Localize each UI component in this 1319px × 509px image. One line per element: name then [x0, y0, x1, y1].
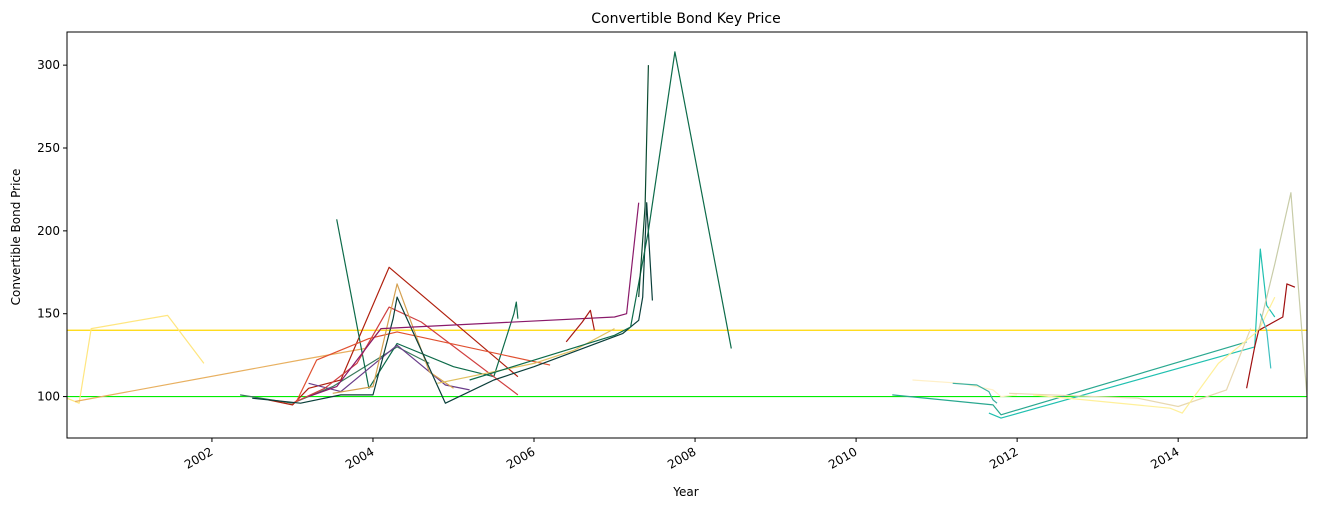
series-lines — [67, 51, 1307, 419]
x-tick-label: 2010 — [826, 444, 859, 471]
series-line-16 — [912, 379, 1018, 398]
y-axis: 100 150 200 250 300 — [37, 58, 67, 404]
x-tick-label: 2006 — [504, 444, 537, 471]
y-axis-title: Convertible Bond Price — [9, 169, 23, 306]
x-axis-title: Year — [672, 485, 698, 499]
series-line-6 — [308, 344, 470, 393]
x-tick-label: 2008 — [665, 444, 698, 471]
y-tick-label: 300 — [37, 58, 60, 72]
y-tick-label: 150 — [37, 307, 60, 321]
series-line-22 — [1246, 283, 1296, 389]
series-line-9 — [332, 283, 454, 394]
x-tick-label: 2002 — [182, 444, 215, 471]
series-line-13 — [437, 328, 615, 384]
y-tick-label: 250 — [37, 141, 60, 155]
x-tick-label: 2004 — [343, 444, 376, 471]
plot-frame — [66, 31, 1308, 439]
series-line-21 — [1033, 296, 1276, 414]
series-line-1 — [67, 314, 205, 404]
series-line-11 — [308, 202, 640, 398]
series-line-5 — [336, 219, 519, 389]
series-line-19 — [988, 248, 1276, 419]
y-tick-label: 100 — [37, 390, 60, 404]
x-axis: 2002 2004 2006 2008 2010 2012 2014 — [182, 438, 1182, 472]
y-tick-label: 200 — [37, 224, 60, 238]
series-line-4 — [268, 266, 519, 406]
series-line-15 — [638, 65, 649, 298]
series-line-20 — [1009, 328, 1252, 408]
x-tick-label: 2014 — [1148, 444, 1181, 471]
series-line-23 — [1258, 192, 1307, 397]
series-line-24 — [1259, 313, 1272, 369]
series-line-3 — [240, 346, 430, 404]
series-line-7 — [292, 306, 519, 404]
series-line-8 — [295, 331, 551, 402]
series-line-12 — [565, 309, 595, 343]
x-tick-label: 2012 — [987, 444, 1020, 471]
series-line-18 — [892, 341, 1247, 416]
chart-title: Convertible Bond Key Price — [591, 11, 780, 27]
series-line-17 — [952, 382, 998, 404]
reference-lines — [67, 329, 1307, 398]
series-line-10 — [252, 202, 653, 404]
